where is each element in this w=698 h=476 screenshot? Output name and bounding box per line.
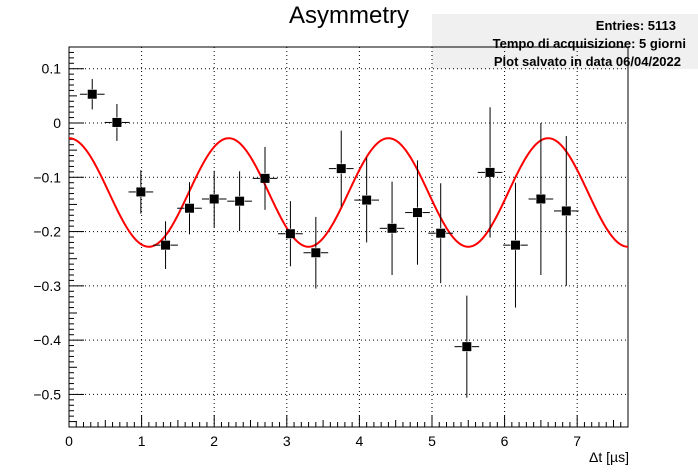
data-marker: [462, 342, 472, 352]
y-tick-label: −0.4: [33, 332, 61, 348]
axes-frame: [68, 46, 629, 428]
data-marker: [185, 203, 195, 213]
data-marker: [285, 229, 295, 239]
x-tick-label: 4: [355, 433, 363, 449]
y-tick-label: −0.2: [33, 224, 61, 240]
data-point: [405, 160, 430, 265]
data-point: [128, 170, 154, 214]
data-marker: [87, 89, 97, 99]
x-tick-label: 0: [65, 433, 73, 449]
stats-entries: Entries: 5113: [595, 18, 676, 33]
data-point: [528, 123, 554, 275]
x-tick-label: 1: [138, 433, 146, 449]
data-points-layer: [79, 79, 579, 398]
axis-ticks: [68, 46, 629, 428]
y-tick-label: 0: [53, 115, 61, 131]
fit-curve: [68, 137, 629, 248]
data-point: [79, 79, 105, 110]
x-tick-label: 6: [501, 433, 509, 449]
data-marker: [536, 194, 546, 204]
x-tick-label: 5: [428, 433, 436, 449]
x-tick-label: 7: [573, 433, 581, 449]
data-point: [201, 170, 227, 228]
data-marker: [161, 240, 171, 250]
y-tick-label: −0.5: [33, 386, 61, 402]
data-marker: [235, 196, 245, 206]
data-marker: [362, 195, 372, 205]
data-marker: [436, 228, 446, 238]
data-marker: [387, 223, 397, 233]
data-point: [379, 181, 405, 275]
data-point: [328, 130, 354, 207]
stats-saved-date: Plot salvato in data 06/04/2022: [493, 54, 681, 69]
data-point: [278, 201, 303, 267]
data-marker: [485, 167, 495, 177]
data-point: [227, 171, 252, 232]
x-axis-label: Δt [µs]: [589, 449, 629, 465]
y-tick-label: −0.3: [33, 278, 61, 294]
grid-lines: [69, 47, 628, 427]
data-point: [303, 216, 329, 289]
data-marker: [112, 117, 122, 127]
stats-box: Entries: 5113 Tempo di acquisizione: 5 g…: [432, 14, 698, 69]
data-point: [177, 182, 202, 235]
data-point: [428, 183, 454, 284]
data-point: [503, 182, 528, 308]
data-point: [354, 157, 379, 243]
fit-curve-layer: [68, 137, 629, 248]
data-point: [153, 221, 178, 270]
axis-labels: 0 1 2 3 4 5 6 7 0.1 0 −0.1 −0.2 −0.3 −0.4 −0.5: [33, 61, 581, 449]
data-point: [454, 295, 480, 398]
data-point: [553, 136, 579, 286]
data-marker: [136, 187, 146, 197]
data-point: [477, 107, 503, 238]
data-marker: [510, 240, 520, 250]
plot-frame: [68, 46, 629, 428]
data-marker: [561, 206, 571, 216]
y-tick-label: −0.1: [33, 169, 61, 185]
data-point: [104, 104, 130, 141]
x-tick-label: 3: [283, 433, 291, 449]
data-marker: [260, 173, 270, 183]
chart-title: Asymmetry: [289, 2, 409, 29]
data-point: [252, 146, 278, 210]
x-tick-label: 2: [210, 433, 218, 449]
data-marker: [412, 208, 422, 218]
data-marker: [311, 248, 321, 258]
data-marker: [336, 164, 346, 174]
y-tick-label: 0.1: [42, 61, 62, 77]
data-marker: [209, 194, 219, 204]
